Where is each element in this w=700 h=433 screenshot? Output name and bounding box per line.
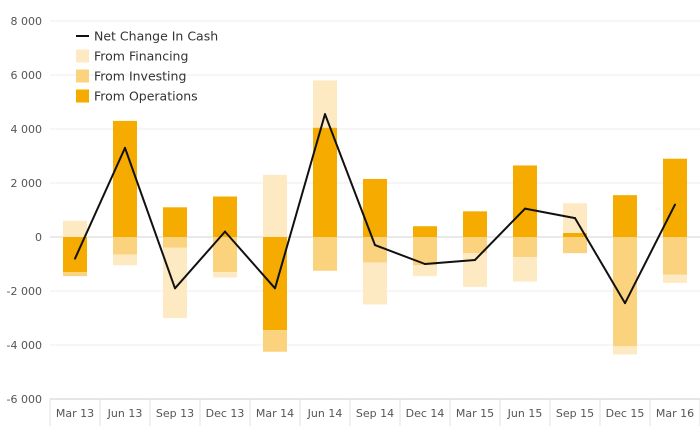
- legend-label: Net Change In Cash: [94, 29, 218, 44]
- net-change-point: [124, 146, 126, 149]
- y-tick-label: 4 000: [11, 123, 43, 136]
- bar-from-financing: [413, 265, 437, 277]
- bar-from-operations: [313, 127, 337, 237]
- x-tick-label: Sep 14: [356, 407, 394, 420]
- bar-from-financing: [163, 247, 187, 318]
- bars: [63, 80, 687, 355]
- y-tick-label: 0: [35, 231, 42, 244]
- bar-from-financing: [263, 174, 287, 237]
- bar-from-financing: [213, 272, 237, 278]
- bar-from-operations: [413, 226, 437, 237]
- bar-from-investing: [513, 237, 537, 258]
- bar-from-investing: [463, 237, 487, 254]
- net-change-point: [174, 287, 176, 290]
- bar-from-operations: [613, 195, 637, 237]
- bar-from-investing: [263, 330, 287, 352]
- bar-from-investing: [563, 237, 587, 254]
- y-tick-label: 8 000: [11, 15, 43, 28]
- x-axis: Mar 13 Jun 13 Sep 13 Dec 13 Mar 14 Jun 14 Sep …: [49, 398, 700, 426]
- bar-from-investing: [113, 237, 137, 255]
- bar-from-investing: [363, 237, 387, 263]
- bar-from-financing: [363, 262, 387, 305]
- net-change-point: [574, 217, 576, 220]
- legend-label: From Operations: [94, 89, 198, 104]
- legend-label: From Investing: [94, 69, 186, 84]
- net-change-point: [74, 257, 76, 260]
- y-tick-label: 2 000: [11, 177, 43, 190]
- x-tick-label: Mar 13: [56, 407, 94, 420]
- net-change-point: [674, 203, 676, 206]
- net-change-point: [224, 230, 226, 233]
- x-tick-label: Sep 13: [156, 407, 194, 420]
- x-tick-label: Mar 14: [256, 407, 294, 420]
- bar-from-investing: [213, 237, 237, 273]
- bar-from-operations: [213, 196, 237, 237]
- y-tick-label: -4 000: [7, 339, 42, 352]
- x-tick-label: Dec 13: [206, 407, 245, 420]
- y-tick-label: -6 000: [7, 393, 42, 406]
- net-change-point: [474, 258, 476, 261]
- net-change-point: [524, 207, 526, 210]
- bar-from-operations: [163, 207, 187, 237]
- x-tick-label: Dec 15: [606, 407, 645, 420]
- bar-from-operations: [513, 165, 537, 237]
- bar-from-investing: [163, 237, 187, 248]
- net-change-line-group: [74, 113, 676, 305]
- bar-from-financing: [663, 274, 687, 283]
- net-change-point: [274, 287, 276, 290]
- bar-from-operations: [463, 211, 487, 237]
- bar-from-financing: [463, 253, 487, 287]
- net-change-point: [374, 244, 376, 247]
- bar-from-financing: [513, 257, 537, 282]
- bar-from-operations: [113, 120, 137, 237]
- x-tick-label: Mar 16: [656, 407, 694, 420]
- net-change-point: [424, 263, 426, 265]
- legend: Net Change In Cash From Financing From Inv…: [76, 29, 218, 104]
- x-tick-label: Jun 14: [307, 407, 343, 420]
- x-tick-label: Jun 15: [507, 407, 543, 420]
- y-tick-label: -2 000: [7, 285, 42, 298]
- legend-swatch: [76, 89, 89, 103]
- legend-swatch: [76, 49, 89, 63]
- bar-from-operations: [263, 237, 287, 331]
- x-tick-label: Jun 13: [107, 407, 143, 420]
- y-axis-ticks: -6 000 -4 000 -2 000 0 2 000 4 000 6 000 8 000: [7, 15, 42, 406]
- x-tick-label: Dec 14: [406, 407, 445, 420]
- bar-from-operations: [563, 232, 587, 237]
- bar-from-investing: [313, 237, 337, 271]
- x-tick-label: Sep 15: [556, 407, 594, 420]
- bar-from-financing: [63, 220, 87, 237]
- legend-swatch: [76, 69, 89, 83]
- legend-label: From Financing: [94, 49, 188, 64]
- bar-from-financing: [113, 254, 137, 266]
- x-tick-label: Mar 15: [456, 407, 494, 420]
- bar-from-investing: [613, 237, 637, 347]
- bar-from-investing: [663, 237, 687, 275]
- bar-from-operations: [663, 158, 687, 237]
- bar-from-investing: [63, 272, 87, 277]
- net-change-point: [624, 302, 626, 305]
- bar-from-financing: [313, 80, 337, 128]
- net-change-point: [324, 113, 326, 116]
- bar-from-financing: [613, 346, 637, 355]
- bar-from-operations: [363, 178, 387, 237]
- y-tick-label: 6 000: [11, 69, 43, 82]
